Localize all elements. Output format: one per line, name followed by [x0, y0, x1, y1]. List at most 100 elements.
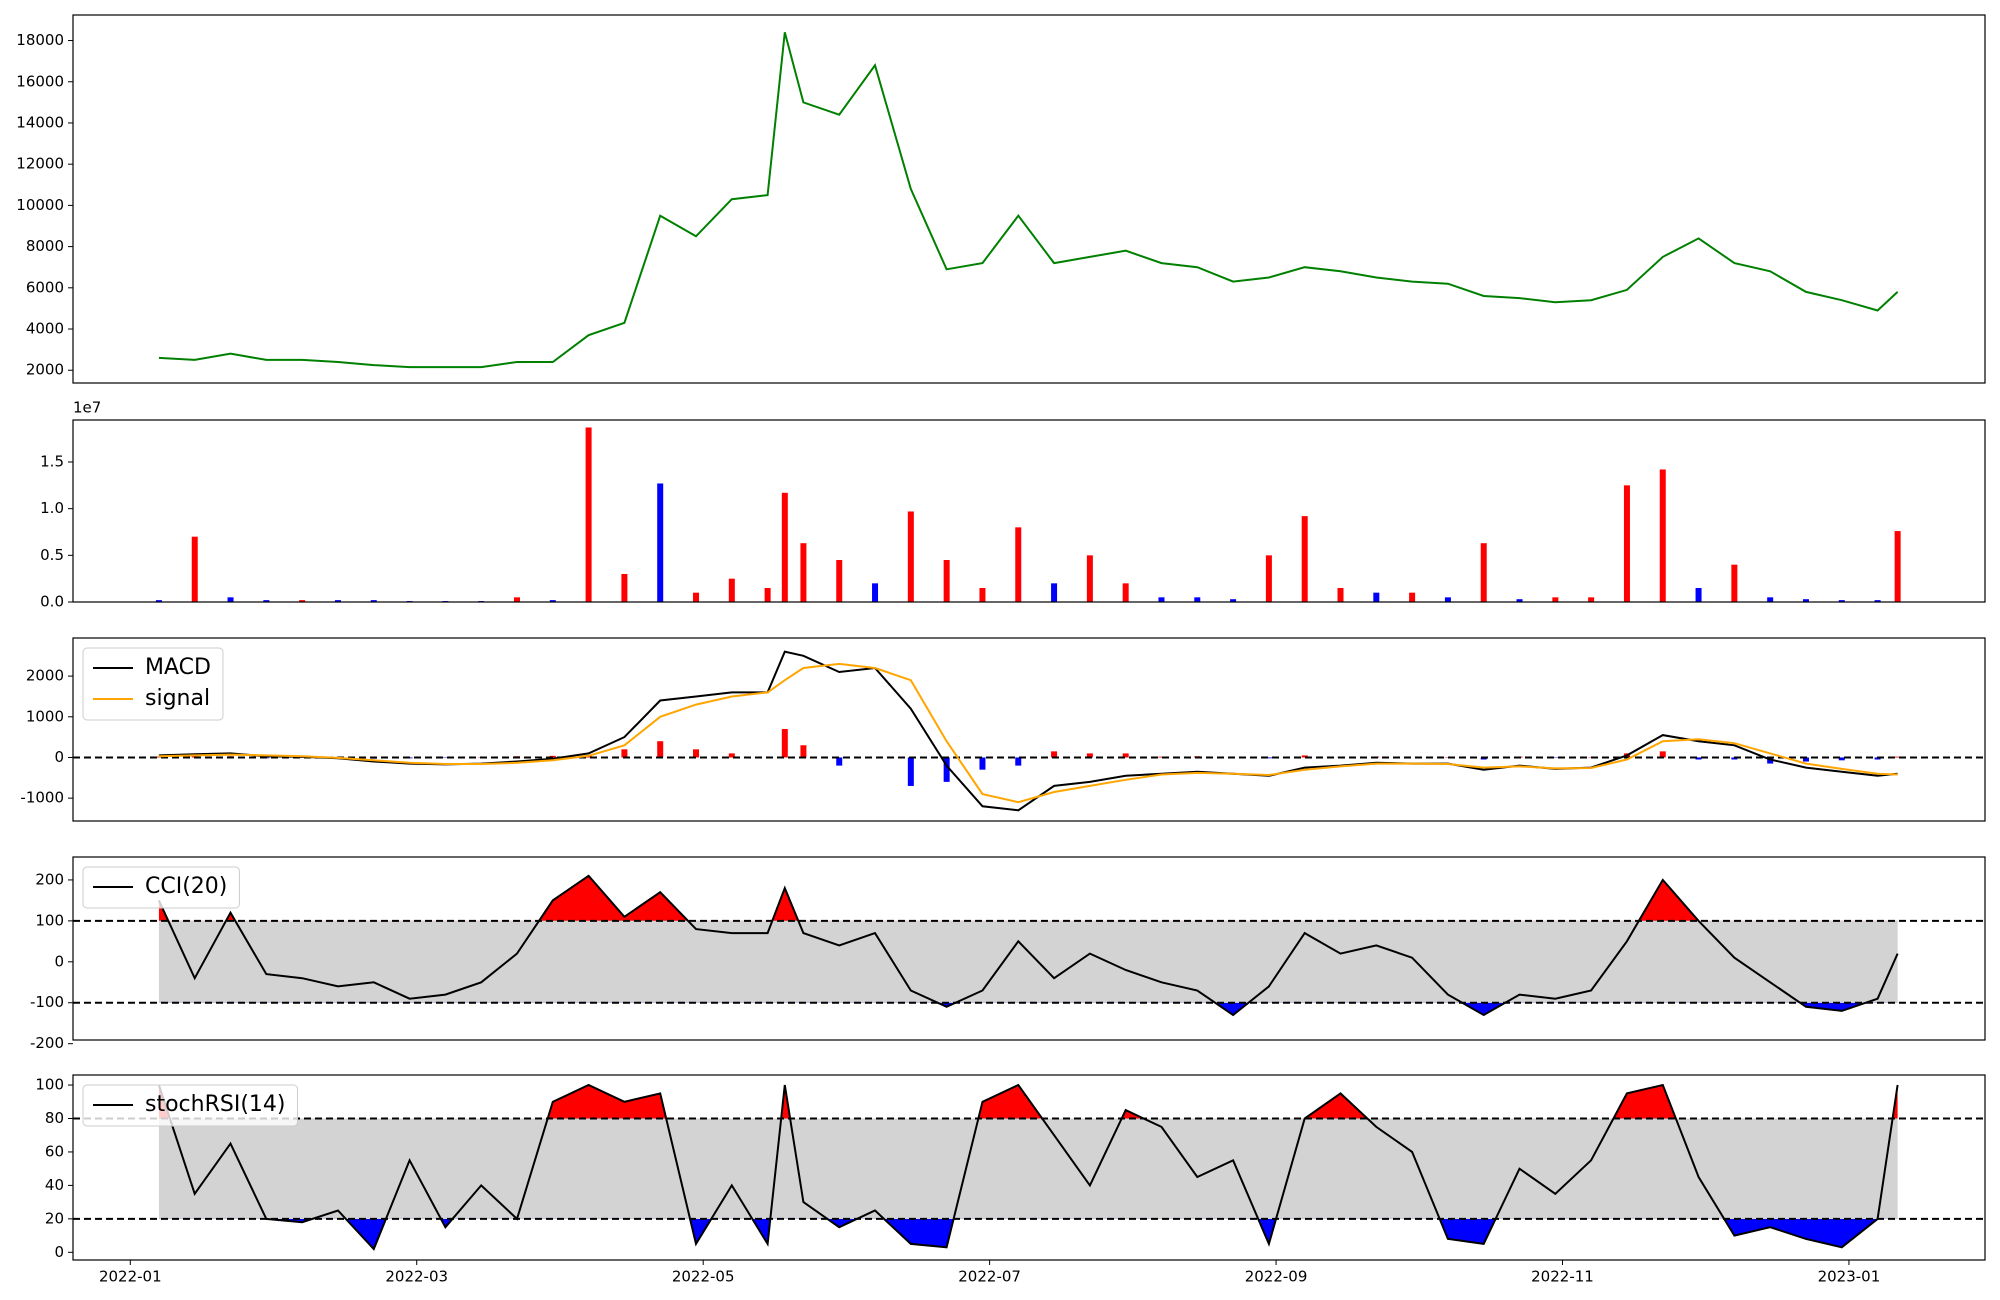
x-tick-label: 2022-11: [1531, 1268, 1594, 1286]
volume-bar: [370, 600, 377, 602]
volume-bar: [1373, 592, 1380, 602]
histogram-bar: [1265, 757, 1272, 759]
volume-bar: [1444, 597, 1451, 602]
histogram-bar: [1838, 757, 1845, 761]
histogram-bar: [693, 749, 700, 758]
y-tick-label: 1.0: [40, 499, 64, 517]
y-tick-label: -1000: [20, 789, 64, 807]
series-line: [157, 874, 1899, 1017]
histogram-bar: [1659, 751, 1666, 758]
y-tick-label: 1000: [26, 707, 64, 725]
volume-bar: [1894, 531, 1901, 602]
y-tick-label: 20: [45, 1209, 64, 1227]
y-tick-label: 18000: [16, 31, 64, 49]
volume-bar: [1194, 597, 1201, 602]
y-tick-label: 0.5: [40, 546, 64, 564]
y-tick-label: 2000: [26, 361, 64, 379]
volume-bar: [1337, 588, 1344, 602]
y-tick-label: 10000: [16, 196, 64, 214]
y-tick-label: 0: [54, 748, 64, 766]
y-tick-label: 6000: [26, 278, 64, 296]
volume-bar: [1516, 599, 1523, 602]
volume-bar: [1838, 600, 1845, 602]
axes-frame: [72, 1074, 1986, 1261]
volume-bar: [1767, 597, 1774, 602]
volume-bar: [1086, 555, 1093, 602]
volume-bar: [1015, 527, 1022, 602]
x-tick-label: 2023-01: [1818, 1268, 1881, 1286]
volume-bar: [513, 597, 520, 602]
volume-bar: [728, 578, 735, 602]
volume-bar: [227, 597, 234, 602]
histogram-bar: [1051, 751, 1058, 758]
y-tick-label: 16000: [16, 72, 64, 90]
series-line: [158, 650, 1898, 812]
histogram-bar: [943, 757, 950, 782]
legend-label: CCI(20): [145, 874, 227, 899]
legend-label: signal: [145, 686, 210, 711]
volume-bar: [943, 560, 950, 602]
legend: MACD signal: [82, 647, 224, 721]
volume-bar: [1659, 469, 1666, 602]
y-tick-label: 1.5: [40, 453, 64, 471]
volume-bar: [764, 588, 771, 602]
volume-bar: [1480, 543, 1487, 602]
volume-bar: [1874, 600, 1881, 602]
y-tick-label: -100: [30, 993, 64, 1011]
histogram-bar: [1015, 757, 1022, 766]
legend-frame: [82, 1084, 298, 1127]
volume-bar: [872, 583, 879, 602]
x-tick-label: 2022-07: [958, 1268, 1021, 1286]
volume-bar: [1695, 588, 1702, 602]
y-tick-label: 0: [54, 952, 64, 970]
histogram-bar: [1731, 757, 1738, 760]
histogram-bar: [1480, 757, 1487, 760]
histogram-bar: [1874, 757, 1881, 760]
histogram-bar: [1802, 757, 1809, 762]
above-fill: [158, 1085, 1898, 1119]
y-tick-label: 100: [35, 911, 64, 929]
legend: stochRSI(14): [82, 1084, 298, 1127]
volume-bar: [979, 588, 986, 602]
histogram-bar: [800, 745, 807, 758]
band: [158, 920, 1898, 1003]
legend: CCI(20): [82, 866, 240, 909]
volume-bar: [299, 600, 306, 602]
volume-bar: [1409, 592, 1416, 602]
y-tick-label: 2000: [26, 667, 64, 685]
legend-label: stochRSI(14): [145, 1092, 286, 1117]
legend-label: MACD: [145, 655, 211, 680]
volume-bar: [549, 600, 556, 602]
histogram-bar: [1301, 755, 1308, 758]
histogram-bar: [1695, 757, 1702, 760]
x-tick-label: 2022-03: [385, 1268, 448, 1286]
legend-frame: [82, 647, 224, 721]
volume-bar: [585, 427, 592, 602]
volume-bar: [1623, 485, 1630, 602]
axes-frame: [72, 419, 1986, 603]
y-tick-label: 200: [35, 870, 64, 888]
volume-bar: [155, 600, 162, 602]
volume-bar: [191, 536, 198, 602]
volume-bar: [781, 492, 788, 602]
histogram-bar: [979, 757, 986, 770]
y-tick-label: 100: [35, 1076, 64, 1094]
offset-label: 1e7: [73, 399, 101, 417]
x-tick-label: 2022-05: [672, 1268, 735, 1286]
axes-frame: [72, 14, 1986, 384]
series-line: [158, 662, 1898, 804]
volume-bar: [1802, 599, 1809, 602]
y-tick-label: 80: [45, 1109, 64, 1127]
y-tick-label: 0: [54, 1243, 64, 1261]
band: [158, 1118, 1898, 1219]
below-fill: [266, 1218, 1878, 1249]
volume-bar: [836, 560, 843, 602]
histogram-bar: [657, 741, 664, 758]
axes-frame: [72, 637, 1986, 822]
x-tick-label: 2022-01: [99, 1268, 162, 1286]
histogram-bar: [1122, 753, 1129, 758]
volume-bar: [1051, 583, 1058, 602]
histogram-bar: [836, 757, 843, 766]
volume-bar: [1552, 597, 1559, 602]
